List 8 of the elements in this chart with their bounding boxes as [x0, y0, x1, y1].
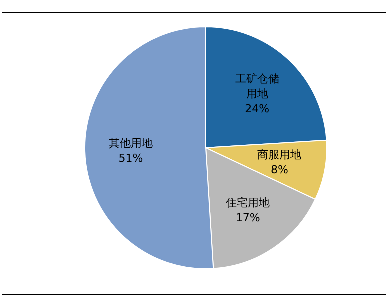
slice-label: 商服用地	[258, 148, 302, 162]
data-label: 24%	[245, 102, 270, 116]
data-label: 51%	[118, 152, 144, 165]
slice-label: 工矿仓储用地	[235, 72, 280, 100]
slice-label: 住宅用地	[226, 196, 270, 210]
data-label: 17%	[236, 212, 260, 225]
data-label: 8%	[270, 164, 288, 177]
slice-label: 其他用地	[109, 136, 154, 150]
